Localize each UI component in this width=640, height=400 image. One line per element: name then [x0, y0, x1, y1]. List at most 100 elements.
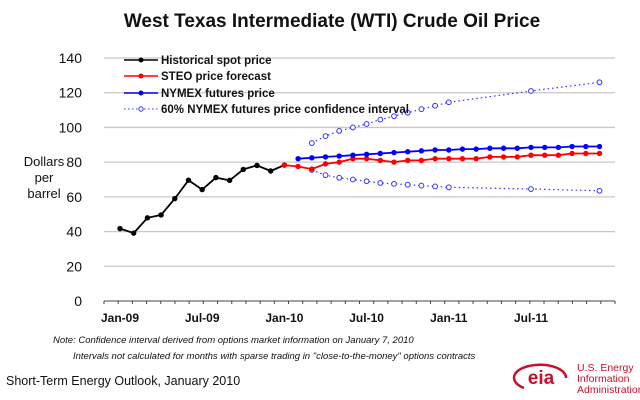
x-tick-label: Jan-10: [265, 311, 303, 325]
data-point: [404, 181, 411, 188]
source-label: Short-Term Energy Outlook, January 2010: [6, 374, 240, 388]
data-point: [596, 187, 603, 194]
data-point: [528, 88, 534, 94]
eia-name-line: Administration: [577, 384, 640, 396]
x-tick-label: Jan-09: [101, 311, 139, 325]
data-point: [487, 154, 493, 160]
legend-marker: [138, 57, 144, 63]
x-tick-label: Jul-10: [349, 311, 384, 325]
series-line: [119, 164, 285, 235]
y-axis-label-line: barrel: [27, 186, 60, 201]
data-point: [569, 143, 575, 150]
data-point: [363, 155, 370, 162]
data-point: [500, 145, 507, 151]
legend-item-steo: STEO price forecast: [124, 71, 271, 83]
legend-item-nymex: NYMEX futures price: [124, 88, 275, 100]
data-point: [405, 157, 411, 164]
series-nymex-futures-price: [295, 143, 603, 162]
eia-name-line: U.S. Energy: [577, 362, 634, 374]
data-point: [295, 155, 301, 162]
data-point: [432, 102, 439, 109]
data-point: [226, 177, 233, 184]
data-point: [432, 147, 438, 153]
legend-label: NYMEX futures price: [161, 88, 275, 100]
data-point: [254, 162, 260, 169]
data-point: [336, 128, 343, 134]
data-point: [569, 150, 575, 157]
data-point: [117, 225, 123, 232]
y-tick-label: 60: [66, 189, 82, 205]
data-point: [322, 161, 329, 167]
data-point: [363, 151, 370, 158]
eia-name-line: Information: [577, 373, 630, 385]
y-tick-label: 80: [66, 154, 82, 170]
data-point: [350, 176, 356, 183]
y-axis-label-line: per: [35, 170, 54, 185]
series-steo-price-forecast: [281, 150, 603, 172]
data-point: [377, 150, 383, 157]
data-point: [336, 174, 343, 181]
data-point: [404, 109, 411, 116]
data-point: [583, 143, 589, 150]
data-point: [350, 152, 356, 158]
data-point: [144, 215, 151, 221]
data-point: [322, 172, 329, 179]
data-point: [418, 106, 425, 113]
note-confidence-interval: Note: Confidence interval derived from o…: [53, 335, 414, 346]
y-tick-label: 0: [74, 293, 82, 309]
y-tick-label: 100: [59, 119, 83, 135]
data-point: [185, 177, 192, 183]
series-60-nymex-futures-price-confidence-interval-lower: [308, 167, 603, 194]
data-point: [446, 155, 452, 162]
data-point: [583, 150, 589, 157]
data-point: [473, 155, 479, 162]
y-axis-label: Dollars per barrel: [24, 154, 65, 201]
data-point: [542, 144, 548, 151]
data-point: [240, 166, 246, 173]
data-point: [158, 212, 164, 218]
data-point: [418, 157, 425, 164]
data-point: [336, 153, 342, 159]
data-point: [542, 152, 548, 158]
data-point: [459, 146, 466, 152]
y-axis-ticks: 0 20 40 60 80 100 120 140: [59, 50, 83, 309]
x-tick-label: Jul-11: [514, 311, 548, 325]
series-group: [117, 79, 603, 236]
legend: Historical spot price STEO price forecas…: [124, 55, 409, 116]
data-point: [596, 150, 603, 157]
data-point: [308, 140, 315, 146]
x-axis: Jan-09 Jul-09 Jan-10 Jul-10 Jan-11 Jul-11: [101, 300, 616, 325]
note-sparse-trading: Intervals not calculated for months with…: [73, 351, 475, 362]
legend-marker: [138, 106, 144, 112]
data-point: [322, 154, 329, 160]
data-point: [432, 155, 438, 162]
data-point: [172, 195, 178, 202]
data-point: [596, 79, 603, 86]
chart-title: West Texas Intermediate (WTI) Crude Oil …: [124, 11, 540, 32]
series-60-nymex-futures-price-confidence-interval: [308, 79, 603, 146]
data-point: [555, 144, 562, 151]
data-point: [446, 147, 452, 153]
data-point: [309, 166, 315, 172]
data-point: [528, 152, 534, 158]
data-point: [514, 154, 520, 160]
y-tick-label: 40: [66, 224, 82, 240]
data-point: [363, 121, 370, 127]
data-point: [322, 133, 329, 140]
data-point: [295, 163, 301, 170]
data-point: [500, 154, 507, 160]
data-point: [528, 186, 534, 192]
data-point: [514, 145, 520, 151]
y-tick-label: 20: [66, 258, 82, 274]
data-point: [377, 116, 384, 123]
legend-item-historical: Historical spot price: [124, 55, 272, 67]
data-point: [377, 157, 383, 164]
data-point: [309, 155, 315, 161]
legend-item-confidence-interval: 60% NYMEX futures price confidence inter…: [124, 104, 409, 116]
gridlines: [104, 57, 615, 267]
data-point: [131, 230, 137, 236]
data-point: [199, 186, 205, 193]
data-point: [391, 159, 397, 165]
eia-logo-text: eia: [528, 368, 555, 389]
